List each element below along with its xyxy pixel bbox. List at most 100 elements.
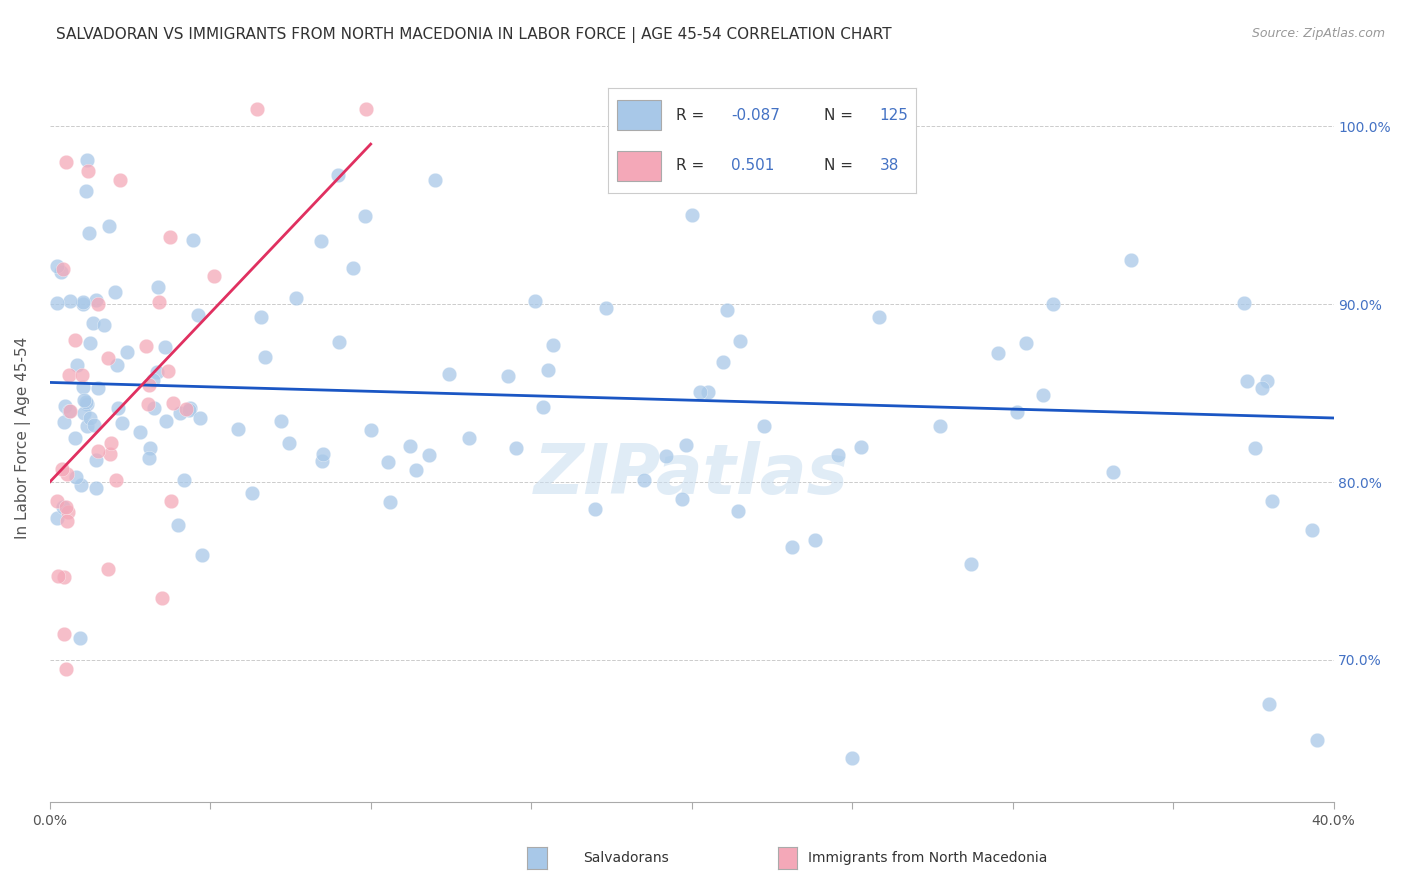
Point bbox=[77, 163, 100, 178]
Point bbox=[177, 403, 200, 417]
Point bbox=[1233, 296, 1256, 310]
Point bbox=[146, 365, 169, 379]
Text: SALVADORAN VS IMMIGRANTS FROM NORTH MACEDONIA IN LABOR FORCE | AGE 45-54 CORRELA: SALVADORAN VS IMMIGRANTS FROM NORTH MACE… bbox=[56, 27, 891, 43]
Point bbox=[105, 358, 128, 372]
Point bbox=[46, 295, 69, 310]
Point bbox=[159, 230, 181, 244]
Point bbox=[97, 219, 120, 233]
Point bbox=[174, 401, 197, 416]
Point bbox=[96, 351, 118, 365]
Point bbox=[354, 102, 377, 116]
Point bbox=[187, 308, 209, 322]
Point bbox=[849, 440, 872, 454]
Point bbox=[311, 454, 333, 468]
Point bbox=[48, 569, 70, 583]
Point bbox=[139, 441, 162, 455]
Point bbox=[72, 294, 94, 309]
Point bbox=[531, 401, 554, 415]
Point bbox=[53, 627, 76, 641]
Point bbox=[75, 395, 97, 409]
Point bbox=[51, 461, 73, 475]
Point bbox=[162, 396, 184, 410]
Point bbox=[70, 478, 93, 492]
Point bbox=[929, 419, 952, 434]
Point bbox=[104, 285, 127, 299]
Point bbox=[312, 447, 335, 461]
Point bbox=[86, 293, 108, 307]
Point bbox=[55, 500, 77, 514]
Point bbox=[83, 417, 105, 432]
Point bbox=[55, 155, 77, 169]
Point bbox=[107, 401, 129, 416]
Point bbox=[65, 333, 87, 347]
Point bbox=[541, 338, 564, 352]
Point bbox=[138, 378, 160, 392]
Point bbox=[398, 439, 420, 453]
Point bbox=[505, 441, 527, 455]
Point bbox=[76, 419, 98, 434]
Point bbox=[72, 407, 94, 421]
Y-axis label: In Labor Force | Age 45-54: In Labor Force | Age 45-54 bbox=[15, 336, 31, 539]
Point bbox=[153, 340, 176, 354]
Point bbox=[728, 334, 751, 348]
Point bbox=[181, 233, 204, 247]
Point bbox=[496, 369, 519, 384]
Point bbox=[270, 415, 292, 429]
Point bbox=[115, 344, 138, 359]
Point bbox=[79, 336, 101, 351]
Point bbox=[173, 473, 195, 487]
Point bbox=[524, 293, 547, 308]
Point bbox=[111, 417, 134, 431]
Point bbox=[1301, 523, 1323, 537]
Point bbox=[633, 474, 655, 488]
Point bbox=[105, 473, 128, 487]
Point bbox=[1015, 335, 1038, 350]
Point bbox=[675, 438, 697, 452]
Point bbox=[159, 494, 181, 508]
Point bbox=[136, 397, 159, 411]
Point bbox=[711, 355, 734, 369]
Point bbox=[242, 486, 264, 500]
Point bbox=[142, 373, 165, 387]
Point bbox=[328, 334, 350, 349]
Point bbox=[179, 401, 201, 415]
Point bbox=[1102, 465, 1125, 479]
Point bbox=[841, 750, 863, 764]
Point bbox=[59, 404, 82, 418]
Point bbox=[378, 495, 401, 509]
Point bbox=[49, 265, 72, 279]
Point bbox=[228, 421, 250, 435]
Point bbox=[110, 172, 132, 186]
Point bbox=[418, 448, 440, 462]
Point bbox=[66, 358, 89, 372]
Point bbox=[250, 310, 273, 325]
Point bbox=[76, 397, 98, 411]
Point bbox=[1244, 441, 1267, 455]
Point bbox=[79, 411, 101, 425]
Point bbox=[156, 364, 179, 378]
Point bbox=[1236, 374, 1258, 388]
Point bbox=[285, 291, 308, 305]
Point bbox=[75, 184, 97, 198]
Point bbox=[52, 500, 75, 515]
Point bbox=[59, 293, 82, 308]
Point bbox=[58, 368, 80, 383]
Point bbox=[135, 339, 157, 353]
Point bbox=[1121, 253, 1143, 268]
Point bbox=[458, 431, 481, 445]
Point bbox=[150, 591, 173, 605]
Point bbox=[960, 558, 983, 572]
Point bbox=[52, 570, 75, 584]
Point bbox=[671, 491, 693, 506]
Point bbox=[70, 368, 93, 382]
Point bbox=[716, 302, 738, 317]
Point bbox=[52, 261, 75, 276]
Point bbox=[342, 261, 364, 276]
Point bbox=[987, 346, 1010, 360]
Point bbox=[72, 297, 94, 311]
Point bbox=[77, 226, 100, 240]
Point bbox=[58, 404, 80, 418]
Point bbox=[87, 297, 110, 311]
Point bbox=[98, 447, 121, 461]
Point bbox=[353, 210, 375, 224]
